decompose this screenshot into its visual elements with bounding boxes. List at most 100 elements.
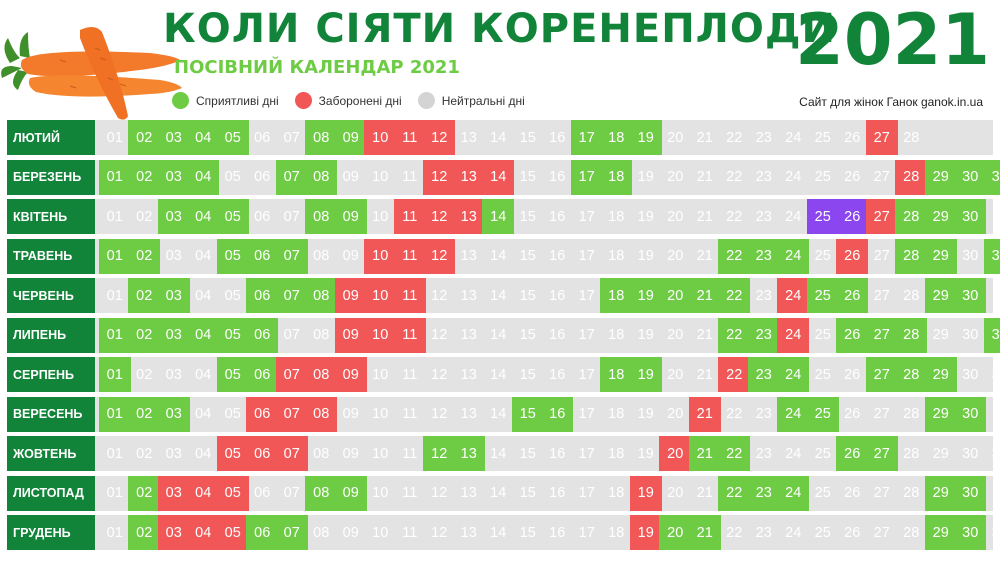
day-cell: 30 [962, 445, 979, 462]
day-cell: 14 [490, 445, 507, 462]
day-cell: 22 [726, 524, 743, 541]
day-cell: 14 [482, 159, 515, 195]
day-cell: 07 [275, 357, 308, 392]
day-cell: 12 [431, 406, 448, 422]
day-cell: 15 [519, 366, 536, 383]
day-cell: 06 [246, 317, 279, 353]
day-cell: 15 [519, 129, 536, 146]
day-cell: 03 [157, 515, 190, 550]
day-cell: 17 [570, 120, 603, 155]
day-cell: 22 [726, 129, 743, 146]
day-cell: 28 [903, 445, 920, 462]
day-cell: 20 [667, 485, 684, 501]
day-cell: 20 [667, 208, 684, 225]
day-cell: 18 [608, 327, 625, 343]
day-cell: 09 [334, 278, 367, 313]
day-cell: 29 [924, 515, 957, 550]
day-cell: 10 [364, 238, 397, 274]
day-cell: 12 [431, 327, 448, 343]
day-cell: 22 [718, 238, 751, 274]
day-cell: 04 [187, 199, 220, 234]
day-cell: 27 [873, 406, 890, 422]
day-cell: 29 [924, 159, 957, 195]
day-cell: 23 [747, 238, 780, 274]
legend-label-neutral: Нейтральні дні [441, 93, 525, 108]
day-cell: 30 [962, 248, 979, 264]
day-cell: 10 [372, 406, 389, 422]
day-cell: 20 [667, 248, 684, 264]
day-cell: 16 [549, 287, 566, 304]
day-cell: 04 [187, 159, 220, 195]
day-cell: 30 [954, 278, 987, 313]
day-cell: 25 [806, 278, 839, 313]
day-cell: 15 [519, 485, 536, 501]
day-cell: 05 [224, 406, 241, 422]
legend-label-favorable: Сприятливі дні [196, 93, 279, 108]
day-cell: 27 [865, 436, 898, 471]
day-cell: 16 [549, 485, 566, 501]
day-cell: 31 [983, 159, 1000, 195]
day-cell: 17 [578, 445, 595, 462]
day-cell: 09 [334, 120, 367, 155]
day-cell: 20 [667, 406, 684, 422]
day-cell: 17 [578, 524, 595, 541]
day-cell: 01 [98, 238, 131, 274]
month-row: ЛЮТИЙ 01 02 03 04 05 06 07 08 09 10 11 12 13 14 15 16 17 1… [7, 120, 993, 155]
page-title: КОЛИ СІЯТИ КОРЕНЕПЛОДИ [163, 6, 836, 52]
day-cell: 07 [275, 436, 308, 471]
day-cell: 28 [903, 287, 920, 304]
day-cell: 25 [814, 169, 831, 185]
day-cell: 11 [393, 120, 426, 155]
day-cell: 08 [313, 327, 330, 343]
day-cell: 09 [342, 445, 359, 462]
day-cell: 25 [814, 327, 831, 343]
day-cell: 24 [785, 129, 802, 146]
day-cell: 12 [423, 120, 456, 155]
day-cell: 17 [578, 287, 595, 304]
day-cell: 24 [777, 475, 810, 511]
day-cell: 24 [785, 169, 802, 185]
day-cell: 25 [806, 199, 839, 234]
day-cell: 10 [364, 120, 397, 155]
calendar-grid: ЛЮТИЙ 01 02 03 04 05 06 07 08 09 10 11 12 13 14 15 16 17 1… [7, 120, 1000, 555]
day-cell: 25 [814, 445, 831, 462]
day-cell: 24 [785, 524, 802, 541]
day-cell: 26 [836, 436, 869, 471]
day-cell: 23 [755, 287, 772, 304]
day-cell: 03 [157, 199, 190, 234]
day-cell: 09 [334, 475, 367, 511]
day-cell: 19 [637, 248, 654, 264]
day-cell: 08 [305, 120, 338, 155]
day-cell: 19 [637, 406, 654, 422]
day-cell: 29 [932, 327, 949, 343]
day-cell: 05 [216, 436, 249, 471]
day-cell: 17 [578, 366, 595, 383]
page-subtitle: ПОСІВНИЙ КАЛЕНДАР 2021 [174, 57, 460, 78]
day-cell: 06 [254, 129, 271, 146]
day-cell: 26 [836, 238, 869, 274]
day-cell: 16 [549, 208, 566, 225]
day-cell: 05 [216, 199, 249, 234]
year-label: 2021 [795, 0, 990, 81]
day-cell: 28 [903, 129, 920, 146]
day-cell: 21 [688, 278, 721, 313]
day-cell: 21 [696, 327, 713, 343]
day-cell: 08 [305, 396, 338, 432]
day-cell: 05 [216, 475, 249, 511]
month-label: ЧЕРВЕНЬ [7, 278, 95, 313]
day-cell: 13 [452, 199, 485, 234]
month-label: БЕРЕЗЕНЬ [7, 159, 95, 195]
day-cell: 10 [372, 169, 389, 185]
day-cell: 05 [224, 287, 241, 304]
day-cell: 30 [954, 159, 987, 195]
day-cell: 11 [402, 524, 418, 541]
day-cell: 27 [865, 199, 898, 234]
day-cell: 27 [865, 357, 898, 392]
day-cell: 26 [844, 485, 861, 501]
day-cell: 18 [608, 445, 625, 462]
day-cell: 11 [402, 169, 418, 185]
day-cell: 13 [460, 366, 477, 383]
day-cell: 13 [460, 406, 477, 422]
day-cell: 02 [136, 208, 153, 225]
day-cell: 18 [608, 406, 625, 422]
